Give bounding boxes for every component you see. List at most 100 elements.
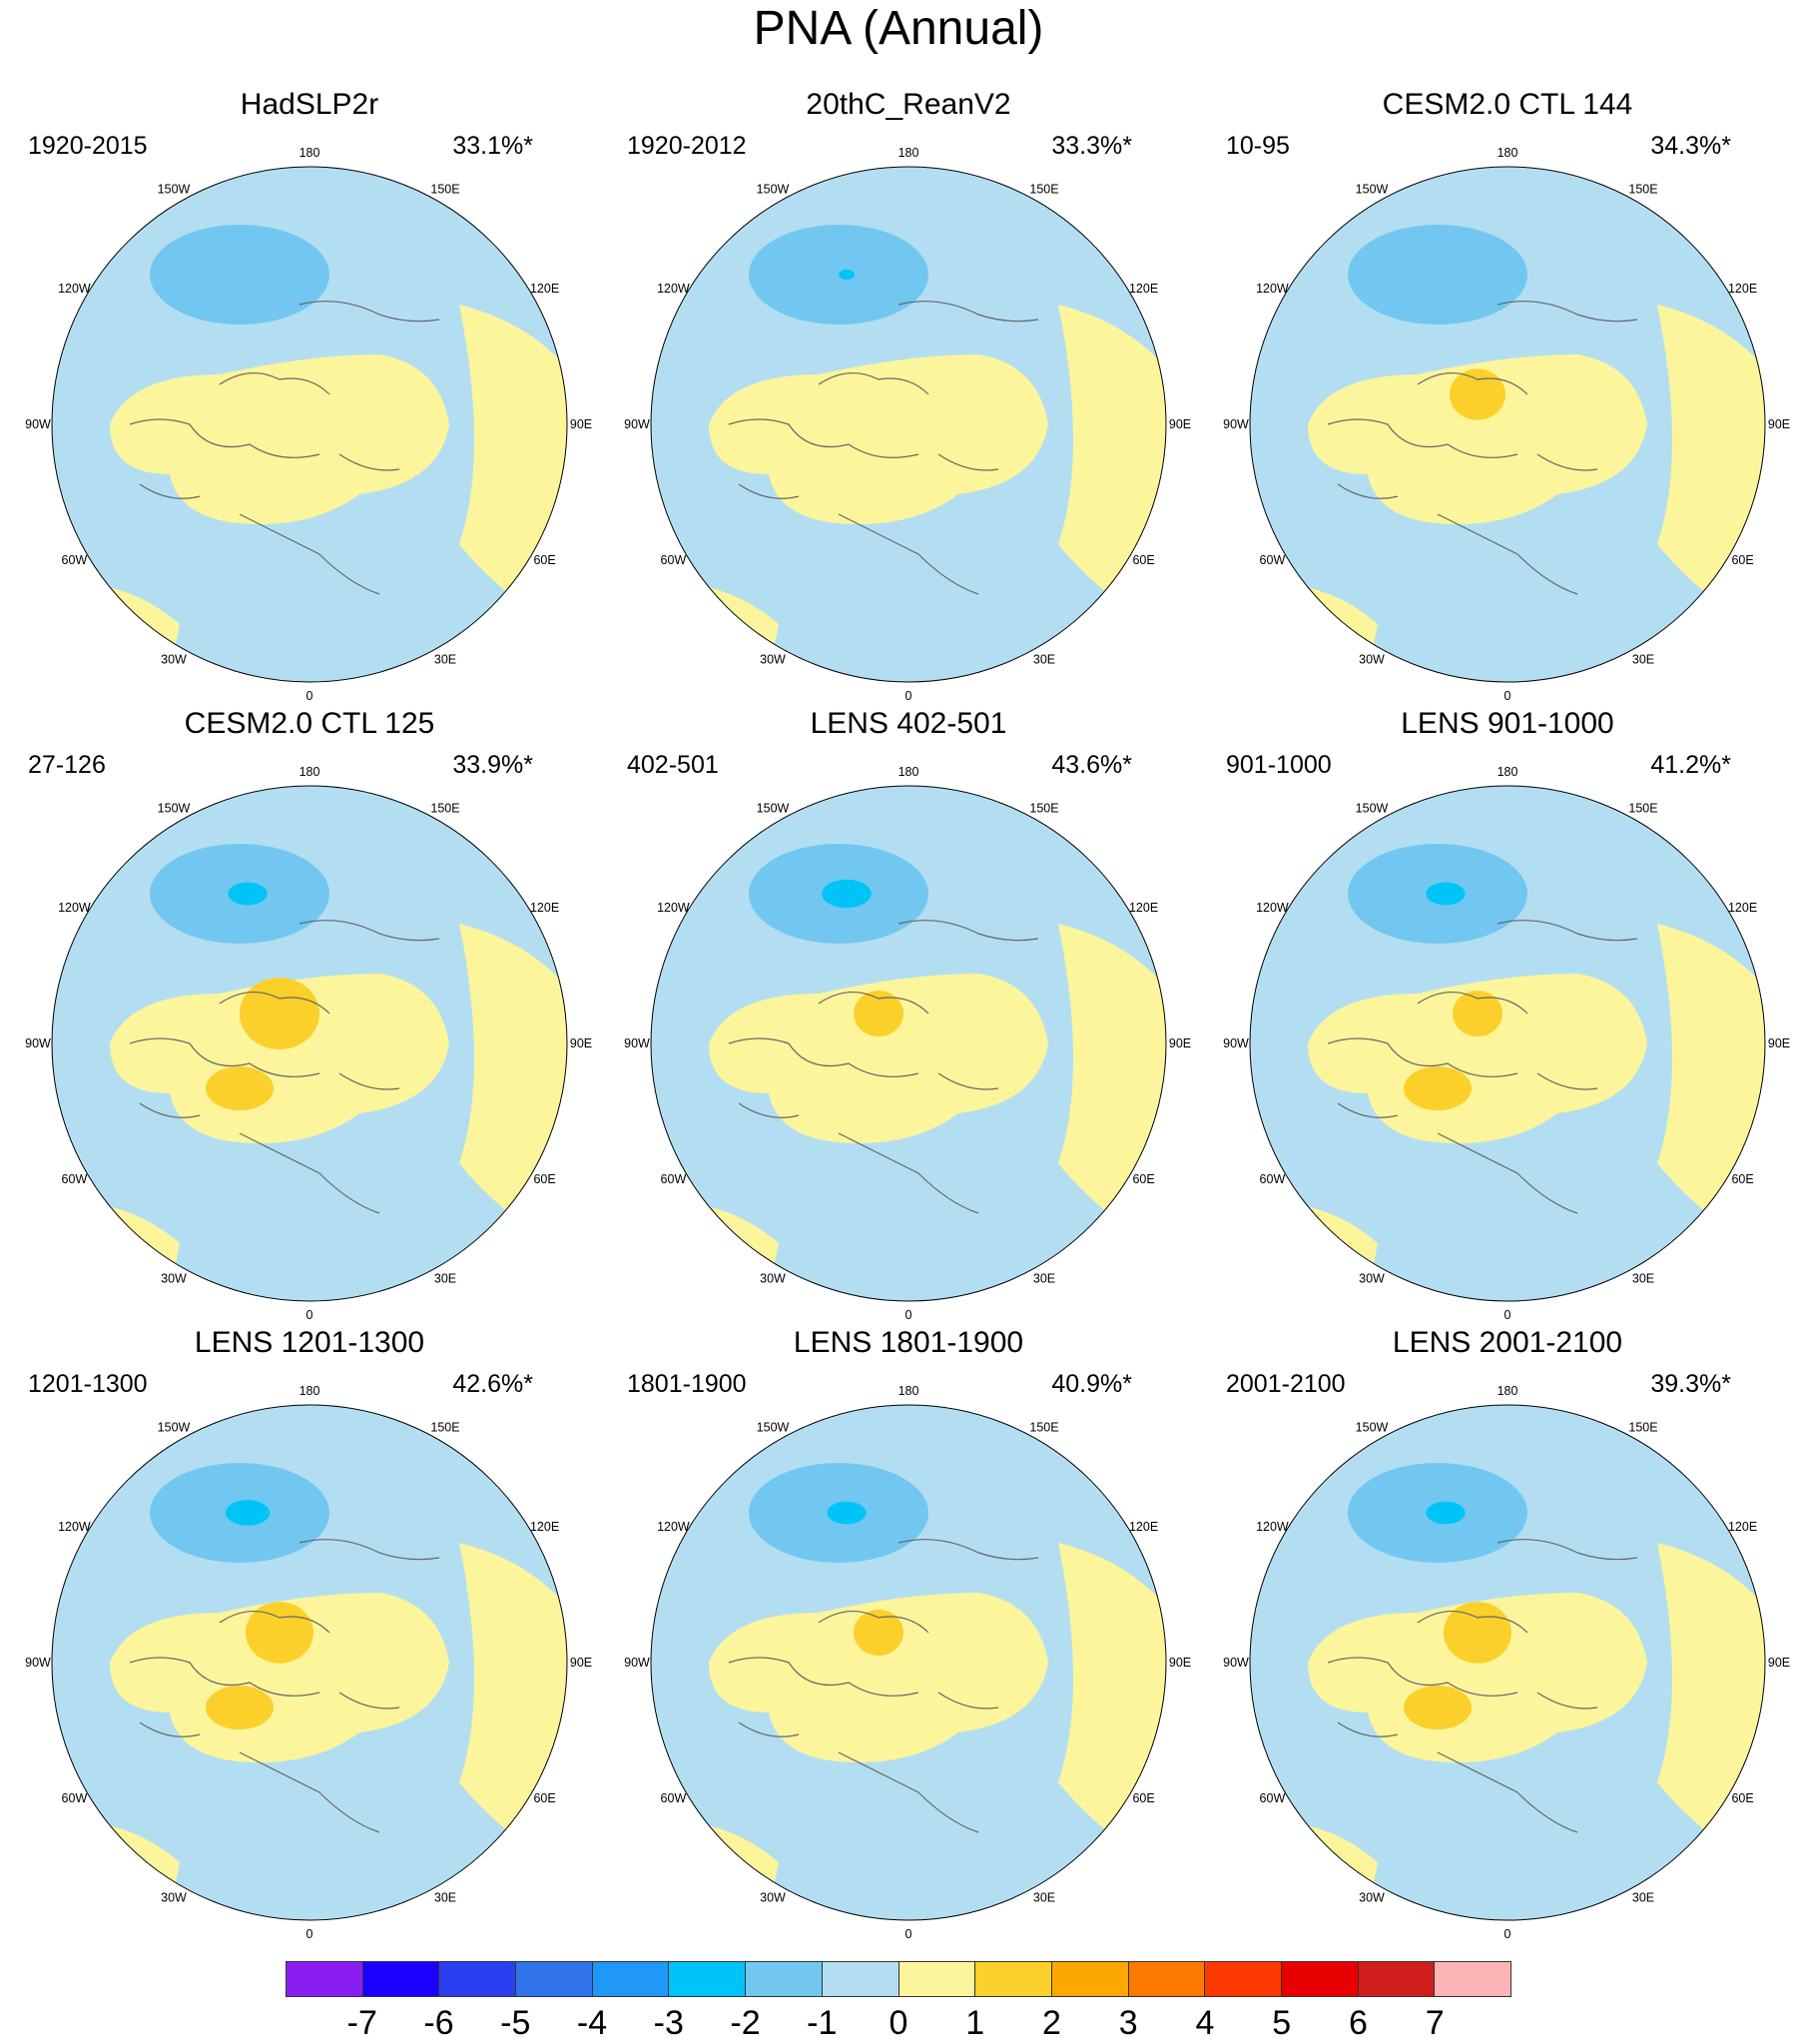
longitude-label: 120W — [657, 1520, 690, 1534]
longitude-label: 90E — [570, 1656, 592, 1670]
longitude-label: 150E — [1029, 1420, 1058, 1434]
negative-anomaly-core — [839, 269, 855, 281]
coastline — [129, 1037, 320, 1077]
positive-anomaly-region — [110, 354, 449, 524]
map-boundary — [51, 1404, 568, 1921]
positive-anomaly-region — [1308, 974, 1647, 1143]
longitude-label: 90E — [1768, 1036, 1790, 1050]
panel-title: LENS 901-1000 — [1401, 707, 1614, 740]
longitude-label: 120W — [1256, 282, 1289, 296]
coastline — [838, 1132, 979, 1214]
longitude-label: 120E — [1129, 901, 1158, 915]
coastline — [1327, 1657, 1518, 1697]
longitude-label: 60W — [1260, 1172, 1286, 1186]
panel-period: 402-501 — [627, 751, 719, 779]
negative-anomaly-core — [1426, 1501, 1466, 1525]
longitude-label: 60E — [533, 1791, 555, 1805]
coastline — [937, 453, 999, 471]
longitude-label: 120E — [1129, 1520, 1158, 1534]
coastline — [1337, 483, 1399, 499]
longitude-label: 150W — [757, 801, 790, 815]
coastline — [129, 1657, 320, 1697]
longitude-label: 30E — [1033, 1891, 1055, 1905]
longitude-label: 150E — [1029, 801, 1058, 815]
longitude-label: 60E — [533, 553, 555, 567]
colorbar-label: -1 — [807, 2004, 838, 2042]
panel-variance: 43.6%* — [1051, 751, 1132, 779]
panel-period: 901-1000 — [1226, 751, 1332, 779]
longitude-label: 30E — [434, 1272, 456, 1286]
colorbar-label: 6 — [1349, 2004, 1368, 2042]
longitude-label: 150E — [430, 182, 459, 196]
colorbar-segment — [1435, 1962, 1510, 1996]
positive-anomaly-region — [110, 1593, 449, 1762]
longitude-label: 30E — [1033, 653, 1055, 667]
map-panel: CESM2.0 CTL 125 27-126 33.9%* 180 150E 120E 90… — [20, 704, 599, 1323]
panel-period: 10-95 — [1226, 132, 1290, 160]
longitude-label: 0 — [905, 1308, 912, 1322]
positive-anomaly-region — [110, 974, 449, 1143]
colorbar-label: 0 — [889, 2004, 908, 2042]
longitude-label: 90W — [624, 417, 650, 431]
panel-title: CESM2.0 CTL 144 — [1382, 88, 1633, 121]
negative-anomaly-core — [1426, 882, 1466, 906]
polar-map: 180 150E 120E 90E 60E 30E 0 30W 60W 90W 120W 150W — [25, 1384, 592, 1941]
longitude-label: 30E — [1033, 1272, 1055, 1286]
longitude-label: 180 — [1498, 765, 1518, 779]
coastline — [898, 920, 1039, 942]
panel-period: 1920-2015 — [28, 132, 148, 160]
longitude-label: 150E — [1628, 1420, 1657, 1434]
longitude-label: 60W — [1260, 1791, 1286, 1805]
colorbar-segment — [439, 1962, 517, 1996]
map-boundary — [51, 166, 568, 683]
longitude-label: 60W — [661, 1791, 687, 1805]
longitude-label: 120W — [58, 282, 91, 296]
longitude-label: 180 — [1498, 1384, 1518, 1398]
colorbar-segment — [975, 1962, 1052, 1996]
colorbar-label: -5 — [500, 2004, 531, 2042]
colorbar-segment — [822, 1962, 899, 1996]
coastline — [338, 1072, 400, 1090]
coastline — [299, 301, 440, 323]
longitude-label: 30E — [1632, 1272, 1654, 1286]
map-panel: LENS 901-1000 901-1000 41.2%* 180 150E 120E 90… — [1218, 704, 1797, 1323]
longitude-label: 120E — [1129, 282, 1158, 296]
map-panel: LENS 1201-1300 1201-1300 42.6%* 180 150E 120E… — [20, 1323, 599, 1942]
coastline — [1437, 1751, 1578, 1833]
longitude-label: 120W — [1256, 901, 1289, 915]
longitude-label: 60W — [62, 1791, 88, 1805]
panel-title: CESM2.0 CTL 125 — [184, 707, 435, 740]
colorbar-segment — [898, 1962, 976, 1996]
colorbar-segment — [1051, 1962, 1129, 1996]
negative-anomaly-lobe — [749, 225, 928, 325]
panel-title: LENS 1201-1300 — [194, 1326, 425, 1359]
longitude-label: 150E — [1029, 182, 1058, 196]
panel-title: LENS 402-501 — [810, 707, 1007, 740]
polar-map: 180 150E 120E 90E 60E 30E 0 30W 60W 90W 120W 150W — [25, 765, 592, 1322]
longitude-label: 90E — [1768, 417, 1790, 431]
coastline — [898, 301, 1039, 323]
longitude-label: 30W — [161, 1272, 187, 1286]
longitude-label: 30W — [1359, 653, 1385, 667]
longitude-label: 150W — [757, 182, 790, 196]
coastline — [219, 991, 330, 1015]
figure-title: PNA (Annual) — [753, 2, 1044, 55]
longitude-label: 90E — [570, 1036, 592, 1050]
map-boundary — [650, 1404, 1167, 1921]
colorbar-label: 5 — [1272, 2004, 1292, 2042]
coastline — [219, 1610, 330, 1634]
coastline — [1337, 1721, 1399, 1737]
colorbar-segment — [1358, 1962, 1436, 1996]
positive-anomaly-core — [240, 978, 319, 1049]
longitude-label: 0 — [1504, 1927, 1511, 1941]
longitude-label: 60E — [1731, 553, 1753, 567]
longitude-label: 120W — [657, 901, 690, 915]
colorbar-label: 7 — [1425, 2004, 1445, 2042]
negative-anomaly-core — [228, 882, 268, 906]
panel-period: 1920-2012 — [627, 132, 747, 160]
panel-variance: 33.3%* — [1051, 132, 1132, 160]
longitude-label: 120W — [58, 1520, 91, 1534]
map-panel: CESM2.0 CTL 144 10-95 34.3%* 180 150E 120E 90E… — [1218, 85, 1797, 704]
longitude-label: 60E — [1132, 1172, 1154, 1186]
panel-variance: 40.9%* — [1051, 1370, 1132, 1398]
